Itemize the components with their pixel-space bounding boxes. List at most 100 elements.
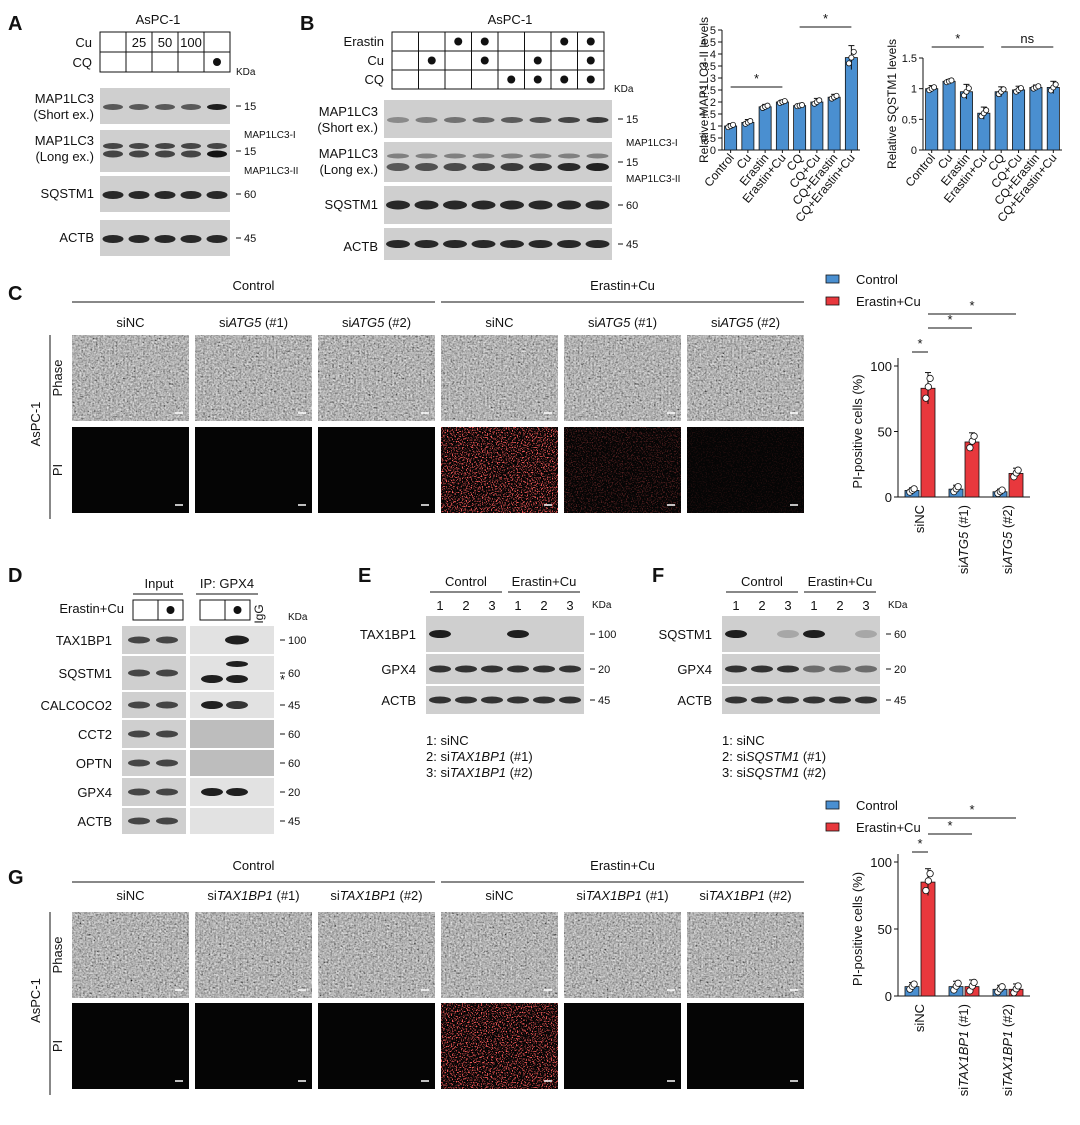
band xyxy=(471,200,496,210)
pi-image xyxy=(687,1003,804,1089)
legend-label: Control xyxy=(856,272,898,287)
panel-letter: G xyxy=(8,867,24,889)
row-label: Phase xyxy=(50,360,65,397)
lane-number: 3 xyxy=(566,598,573,613)
blot-label: CALCOCO2 xyxy=(40,698,112,713)
y-tick-label: 100 xyxy=(870,359,892,374)
band xyxy=(414,240,439,248)
treatment-label: Erastin+Cu xyxy=(59,601,124,616)
band xyxy=(557,240,581,248)
data-point xyxy=(983,107,990,114)
phase-texture xyxy=(441,335,558,421)
band xyxy=(386,163,410,171)
label-part: siNC xyxy=(116,315,144,330)
band xyxy=(528,200,553,210)
bar xyxy=(994,91,1008,151)
y-tick-label: 1 xyxy=(911,84,917,96)
y-axis-title: Relative MAP1LC3-II levels xyxy=(697,17,711,163)
label-part: siNC xyxy=(912,505,927,533)
blot-strip xyxy=(190,656,274,690)
data-point xyxy=(910,485,918,493)
pi-image xyxy=(318,427,435,513)
significance-label: * xyxy=(947,312,952,327)
condition-cell xyxy=(391,31,419,52)
band xyxy=(207,104,227,110)
lane-legend: 3: siTAX1BP1 (#2) xyxy=(426,765,533,780)
band xyxy=(455,696,477,704)
phase-texture xyxy=(72,912,189,998)
band xyxy=(415,163,438,171)
mw-label: 60 xyxy=(894,629,906,641)
band xyxy=(128,669,150,677)
blot-label: MAP1LC3 xyxy=(319,104,378,119)
band xyxy=(803,630,825,638)
band xyxy=(201,788,223,796)
y-tick-label: 0.5 xyxy=(701,133,716,145)
band xyxy=(472,117,495,123)
band xyxy=(751,665,773,673)
band-label: MAP1LC3-I xyxy=(244,130,296,141)
band xyxy=(585,200,610,210)
row-label: Cu xyxy=(367,53,384,68)
y-tick-label: 5 xyxy=(710,25,716,37)
band xyxy=(443,200,467,210)
label-part: (#1) xyxy=(956,505,971,532)
label-part: (#1) xyxy=(261,315,288,330)
kda-label: KDa xyxy=(236,67,256,78)
band xyxy=(181,104,201,110)
row-label: Erastin xyxy=(344,34,384,49)
band xyxy=(500,163,524,171)
data-point xyxy=(764,102,771,109)
ip-label: IP: GPX4 xyxy=(200,576,254,591)
condition-cell xyxy=(99,31,127,53)
x-tick-label: siTAX1BP1 (#2) xyxy=(1000,1004,1015,1096)
mw-label: 100 xyxy=(598,629,616,641)
treatment-dot xyxy=(213,58,221,66)
band xyxy=(586,153,609,159)
phase-texture xyxy=(441,912,558,998)
band xyxy=(529,163,552,171)
data-point xyxy=(970,978,978,986)
band xyxy=(128,730,150,738)
band xyxy=(529,153,552,159)
x-tick-label: Control xyxy=(902,151,938,190)
group-label: Control xyxy=(741,574,783,589)
phase-texture xyxy=(72,335,189,421)
column-label: siATG5 (#2) xyxy=(711,315,780,330)
lane-number: 1 xyxy=(514,598,521,613)
bar xyxy=(1012,89,1026,151)
band xyxy=(559,665,581,673)
significance-label: ns xyxy=(1020,31,1034,46)
panel-letter: D xyxy=(8,565,22,587)
group-label: Erastin+Cu xyxy=(590,278,655,293)
mw-label: 100 xyxy=(288,635,306,647)
treatment-dot xyxy=(454,37,463,46)
condition-cell xyxy=(550,50,578,71)
label-part: ATG5 xyxy=(719,315,754,330)
pi-signal xyxy=(687,427,804,513)
band xyxy=(103,104,123,110)
condition-cell xyxy=(497,31,525,52)
label-part: (#2) xyxy=(1000,1004,1015,1031)
y-tick-label: 50 xyxy=(878,922,892,937)
condition-cell xyxy=(444,69,472,90)
label-part: si xyxy=(711,315,721,330)
x-tick-label: siNC xyxy=(912,505,927,533)
y-tick-label: 0 xyxy=(885,490,892,505)
data-point xyxy=(816,97,823,104)
band-label: MAP1LC3-II xyxy=(244,166,298,177)
blot-label: GPX4 xyxy=(677,662,712,677)
band xyxy=(501,153,523,159)
data-point xyxy=(1035,83,1042,90)
band xyxy=(443,240,467,248)
band xyxy=(725,696,747,704)
band xyxy=(129,104,149,110)
band xyxy=(472,153,495,159)
condition-cell xyxy=(418,31,446,52)
mw-label: 20 xyxy=(894,664,906,676)
data-point xyxy=(833,92,840,99)
